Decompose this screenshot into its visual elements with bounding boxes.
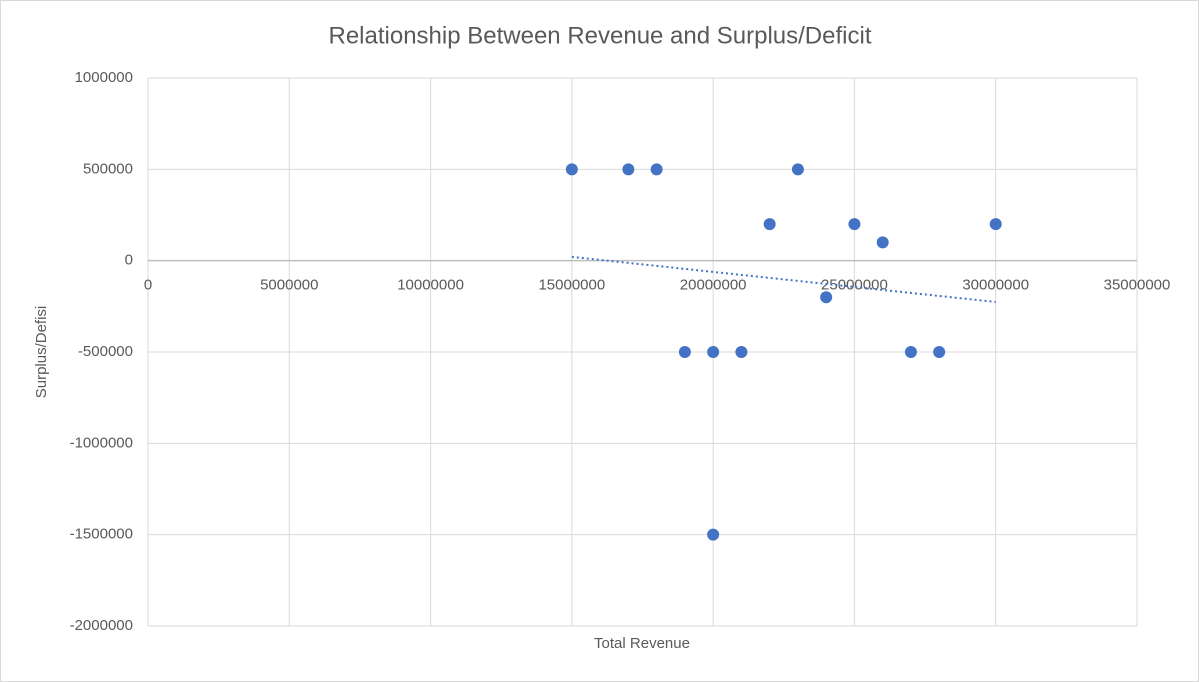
point [735,346,748,358]
chart-title: Relationship Between Revenue and Surplus… [329,22,872,49]
point [678,346,691,358]
y-tick-label: 0 [125,252,133,269]
x-tick-label: 20000000 [680,277,747,294]
y-tick-label: -1500000 [70,526,133,543]
x-axis-title: Total Revenue [594,635,690,652]
point [820,291,833,304]
point [933,346,946,358]
point [791,163,804,176]
y-tick-label: -1000000 [70,434,133,451]
point [565,163,578,176]
x-tick-label: 30000000 [962,277,1029,294]
x-tick-label: 15000000 [538,277,605,294]
point [650,163,663,176]
x-tick-label: 35000000 [1104,277,1171,294]
x-tick-label: 5000000 [260,277,318,294]
point [763,218,776,231]
y-tick-label: -2000000 [70,617,133,634]
point [848,218,861,231]
point [989,218,1002,231]
y-tick-label: -500000 [78,343,133,360]
point [707,528,720,541]
point [904,346,917,358]
trendline [571,255,996,303]
y-tick-label: 500000 [83,160,133,177]
point [876,236,889,249]
y-axis-title: Surplus/Defisi [33,306,50,399]
y-tick-label: 1000000 [75,69,133,86]
x-tick-label: 10000000 [397,277,464,294]
point [622,163,635,176]
x-tick-label: 0 [144,277,152,294]
point [707,346,720,358]
